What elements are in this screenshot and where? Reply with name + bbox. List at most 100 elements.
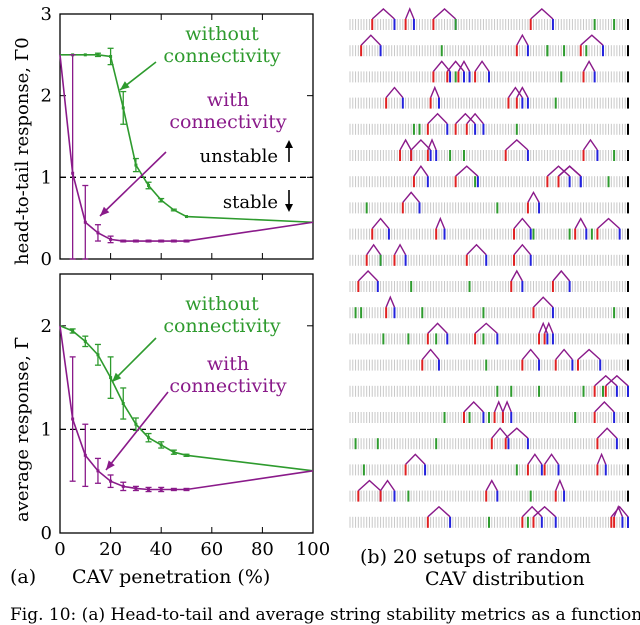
connectivity-arc xyxy=(521,505,543,518)
connectivity-arc xyxy=(546,165,571,177)
data-point xyxy=(172,208,176,212)
data-point xyxy=(109,54,113,58)
data-point xyxy=(185,487,188,491)
connectivity-arc xyxy=(558,165,582,177)
data-point xyxy=(96,469,100,473)
data-point xyxy=(109,479,113,483)
vehicle-row xyxy=(349,7,629,30)
data-point xyxy=(83,220,87,224)
x-tick-label: 60 xyxy=(200,539,223,560)
connectivity-arc xyxy=(516,86,529,98)
connectivity-arc xyxy=(474,60,490,72)
annotation-without: without xyxy=(185,23,259,45)
arrow-without-head xyxy=(112,372,122,382)
connectivity-arc xyxy=(371,217,390,230)
connectivity-arc xyxy=(393,243,407,256)
panel-a-xlabel: CAV penetration (%) xyxy=(72,566,270,588)
data-point xyxy=(159,487,163,491)
y-tick-label: 1 xyxy=(41,167,52,188)
connectivity-arc xyxy=(357,269,379,282)
vehicle-row xyxy=(349,216,629,240)
connectivity-arc xyxy=(555,478,565,491)
annotation-without-2: connectivity xyxy=(163,45,281,67)
data-point xyxy=(159,239,163,243)
connectivity-arc xyxy=(491,427,509,439)
connectivity-arc xyxy=(574,217,587,229)
top-plot: 0123withoutconnectivitywithconnectivityu… xyxy=(41,4,314,270)
data-point xyxy=(147,239,151,243)
connectivity-arc xyxy=(399,138,412,151)
unstable-arrow-head xyxy=(285,140,293,148)
vehicle-row xyxy=(349,59,629,83)
connectivity-arc xyxy=(555,348,573,361)
connectivity-arc xyxy=(596,427,618,439)
connectivity-arc xyxy=(432,8,457,20)
connectivity-arc xyxy=(605,374,629,387)
y-tick-label: 1 xyxy=(41,419,52,440)
x-tick-label: 0 xyxy=(54,539,65,560)
connectivity-arc xyxy=(427,112,448,125)
vehicle-row xyxy=(349,295,629,319)
vehicle-row xyxy=(349,478,629,502)
connectivity-arc xyxy=(385,295,396,308)
x-tick-label: 40 xyxy=(150,539,173,560)
vehicle-row xyxy=(349,112,629,135)
connectivity-arc xyxy=(527,453,543,465)
bottom-plot-frame xyxy=(59,273,314,534)
data-point xyxy=(121,106,125,110)
vehicle-row xyxy=(349,164,629,188)
annotation-without: without xyxy=(185,293,259,315)
connectivity-arc xyxy=(594,400,615,413)
connectivity-arc xyxy=(446,60,465,72)
cav-distribution-diagram xyxy=(349,7,629,528)
connectivity-arc xyxy=(577,348,601,361)
data-point xyxy=(159,443,163,447)
vehicle-row xyxy=(349,504,629,528)
connectivity-arc xyxy=(516,33,529,46)
connectivity-arc xyxy=(493,400,504,413)
connectivity-arc xyxy=(610,505,629,518)
vehicle-row xyxy=(349,348,629,371)
vehicle-row xyxy=(349,321,629,345)
connectivity-arc xyxy=(613,504,624,518)
connectivity-arc xyxy=(582,138,598,151)
data-point xyxy=(96,231,100,235)
connectivity-arc xyxy=(385,86,404,99)
connectivity-arc xyxy=(366,243,382,256)
connectivity-arc xyxy=(544,453,560,465)
connectivity-arc xyxy=(594,374,618,387)
vehicle-row xyxy=(349,452,629,476)
annotation-with: with xyxy=(207,353,249,375)
data-point xyxy=(83,53,87,57)
vehicle-row xyxy=(349,427,629,450)
data-point xyxy=(185,239,188,243)
annotation-with: with xyxy=(207,89,249,111)
connectivity-arc xyxy=(371,8,395,20)
vehicle-row xyxy=(349,33,629,57)
connectivity-arc xyxy=(474,322,498,334)
annotation-with-2: connectivity xyxy=(169,375,287,397)
arrow-with xyxy=(99,151,167,217)
connectivity-arc xyxy=(543,321,554,334)
connectivity-arc xyxy=(380,479,396,491)
vehicle-row xyxy=(349,190,629,214)
vehicle-row xyxy=(349,243,629,266)
connectivity-arc xyxy=(596,217,621,230)
series-line-purple xyxy=(59,54,314,242)
data-point xyxy=(121,402,125,405)
data-point xyxy=(83,339,87,343)
connectivity-arc xyxy=(580,34,604,46)
data-point xyxy=(109,376,113,380)
data-point xyxy=(121,239,125,243)
data-point xyxy=(96,353,100,357)
connectivity-arc xyxy=(505,139,529,151)
connectivity-arc xyxy=(521,348,540,361)
data-point xyxy=(134,486,138,490)
arrow-with-head xyxy=(100,206,110,216)
connectivity-arc xyxy=(429,85,440,98)
data-point xyxy=(185,453,188,457)
connectivity-arc xyxy=(513,217,532,230)
panel-b-label-line2: CAV distribution xyxy=(425,568,585,590)
y-tick-label: 0 xyxy=(41,523,52,544)
